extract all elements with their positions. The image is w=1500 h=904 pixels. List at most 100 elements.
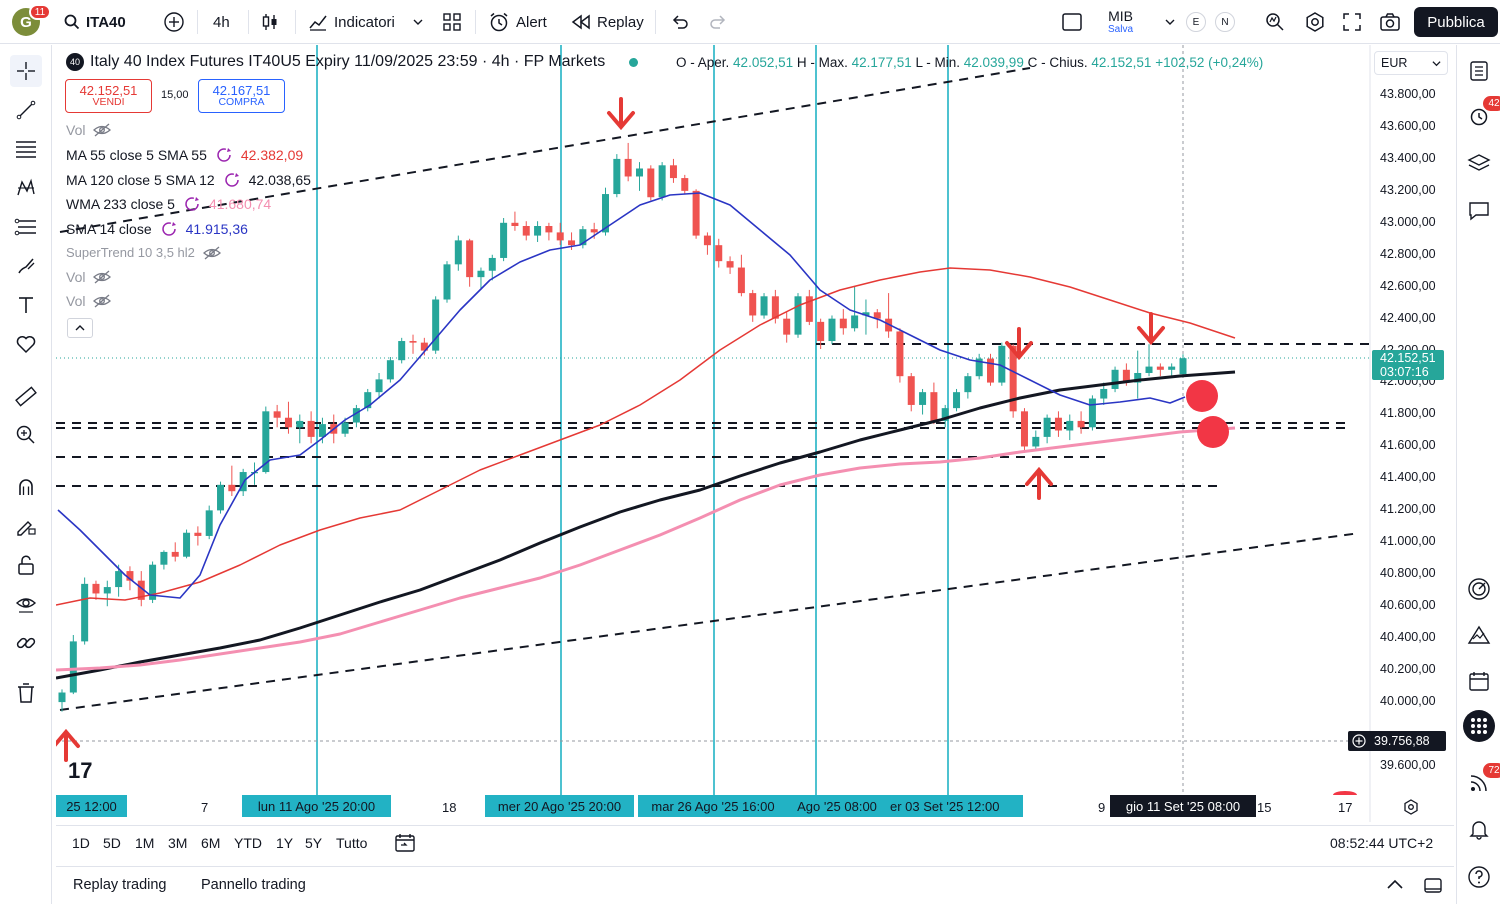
indicator-ma120[interactable]: MA 120 close 5 SMA 12 42.038,65 [66, 171, 311, 189]
notifications-button[interactable] [1463, 813, 1495, 845]
indicator-sma14[interactable]: SMA 14 close 41.915,36 [66, 220, 248, 238]
layers-icon [1467, 154, 1491, 171]
settings-button[interactable] [1304, 0, 1326, 44]
apps-button[interactable] [1463, 710, 1495, 742]
indicators-button[interactable]: Indicatori [308, 0, 395, 44]
candle-body [579, 229, 587, 246]
triangle-chart-icon [1467, 625, 1491, 644]
plus-circle-icon [164, 12, 184, 32]
eye-hidden-icon[interactable] [93, 270, 112, 284]
time-axis[interactable]: 25 12:00 7 lun 11 Ago '25 20:00 18 mer 2… [56, 795, 1454, 821]
range-5d[interactable]: 5D [103, 835, 121, 851]
object-tree-button[interactable] [1463, 147, 1495, 179]
candle-body [919, 392, 927, 405]
chat-button[interactable] [1463, 195, 1495, 227]
range-6m[interactable]: 6M [201, 835, 221, 851]
badge-n[interactable]: N [1215, 0, 1235, 44]
eye-hidden-icon[interactable] [93, 123, 112, 137]
collapse-panel-button[interactable] [1386, 877, 1404, 895]
goto-date-button[interactable] [394, 832, 416, 857]
quick-search-button[interactable] [1264, 0, 1286, 44]
candle-body [760, 296, 768, 316]
range-1m[interactable]: 1M [135, 835, 155, 851]
magnet-tool[interactable] [10, 471, 42, 503]
chart-type-button[interactable] [260, 0, 280, 44]
badge-e[interactable]: E [1186, 0, 1206, 44]
indicator-volume-2[interactable]: Vol [66, 269, 112, 285]
symbol-logo-badge: 40 [66, 53, 84, 71]
pencil-lock-icon [17, 521, 36, 536]
crosshair-price-badge[interactable]: 39.756,88 [1348, 731, 1446, 751]
ideas-button[interactable] [1463, 619, 1495, 651]
candle-body [1009, 345, 1017, 412]
alert-button[interactable]: Alert [488, 0, 547, 44]
brush-tool[interactable] [10, 250, 42, 282]
clock-timezone[interactable]: 08:52:44 UTC+2 [1330, 835, 1434, 851]
axis-settings-button[interactable] [1403, 799, 1419, 818]
buy-button[interactable]: 42.167,51 COMPRA [198, 79, 285, 113]
draw-mode-tool[interactable] [10, 510, 42, 542]
fib-tool[interactable] [10, 133, 42, 165]
compare-symbol-button[interactable] [163, 0, 185, 44]
layout-dropdown[interactable] [1164, 0, 1176, 44]
symbol-search[interactable]: ITA40 [64, 0, 126, 44]
trendline-tool[interactable] [10, 94, 42, 126]
currency-select[interactable]: EUR [1374, 51, 1448, 75]
link-tool[interactable] [10, 627, 42, 659]
interval-button[interactable]: 4h [213, 0, 230, 44]
indicator-volume-3[interactable]: Vol [66, 293, 112, 309]
indicator-volume[interactable]: Vol [66, 122, 112, 138]
range-5y[interactable]: 5Y [305, 835, 323, 851]
redo-button[interactable] [708, 0, 728, 44]
candle-body [1066, 420, 1074, 431]
crosshair-tool[interactable] [10, 55, 42, 87]
news-stream-button[interactable]: 72 [1463, 763, 1500, 799]
indicators-dropdown[interactable] [412, 0, 424, 44]
maximize-panel-button[interactable] [1423, 875, 1443, 899]
layout-save-button[interactable]: MIB Salva [1108, 0, 1133, 44]
fullscreen-layout-button[interactable] [1061, 0, 1083, 44]
text-tool[interactable] [10, 289, 42, 321]
undo-button[interactable] [670, 0, 690, 44]
alerts-button[interactable]: 42 [1463, 96, 1500, 132]
indicator-supertrend[interactable]: SuperTrend 10 3,5 hl2 [66, 245, 221, 260]
indicators-label: Indicatori [334, 13, 395, 31]
range-1d[interactable]: 1D [72, 835, 90, 851]
screener-button[interactable] [1463, 573, 1495, 605]
chart-pane[interactable]: 17 [56, 45, 1454, 822]
pattern-tool[interactable] [10, 172, 42, 204]
eye-hidden-icon[interactable] [93, 294, 112, 308]
range-1y[interactable]: 1Y [276, 835, 294, 851]
divider [655, 10, 656, 34]
eye-hidden-icon[interactable] [202, 246, 221, 260]
tab-trading-panel[interactable]: Pannello trading [201, 877, 306, 893]
fullscreen-button[interactable] [1342, 0, 1362, 44]
publish-button[interactable]: Pubblica [1414, 7, 1498, 37]
calendar-button[interactable] [1463, 665, 1495, 697]
indicator-ma55[interactable]: MA 55 close 5 SMA 55 42.382,09 [66, 146, 303, 164]
tab-replay-trading[interactable]: Replay trading [73, 877, 167, 893]
replay-button[interactable]: Replay [571, 0, 644, 44]
indicator-wma233[interactable]: WMA 233 close 5 41.680,74 [66, 195, 271, 213]
indicators-icon [309, 15, 327, 31]
ruler-tool[interactable] [10, 380, 42, 412]
visibility-tool[interactable] [10, 588, 42, 620]
layouts-button[interactable] [442, 0, 462, 44]
watchlist-button[interactable] [1463, 55, 1495, 87]
plus-circle-icon[interactable] [1352, 734, 1366, 748]
favorites-tool[interactable] [10, 328, 42, 360]
forecast-tool[interactable] [10, 211, 42, 243]
refresh-icon [161, 222, 176, 236]
collapse-legend-button[interactable] [67, 318, 93, 338]
range-3m[interactable]: 3M [168, 835, 188, 851]
lock-tool[interactable] [10, 549, 42, 581]
snapshot-button[interactable] [1379, 0, 1401, 44]
range-all[interactable]: Tutto [336, 835, 368, 851]
remove-drawings-tool[interactable] [10, 677, 42, 709]
price-chart[interactable]: 17 [56, 45, 1454, 822]
range-ytd[interactable]: YTD [234, 835, 262, 851]
help-button[interactable] [1463, 861, 1495, 893]
zoom-tool[interactable] [10, 419, 42, 451]
sell-button[interactable]: 42.152,51 VENDI [65, 79, 152, 113]
symbol-description[interactable]: Italy 40 Index Futures IT40U5 Expiry 11/… [90, 53, 606, 70]
